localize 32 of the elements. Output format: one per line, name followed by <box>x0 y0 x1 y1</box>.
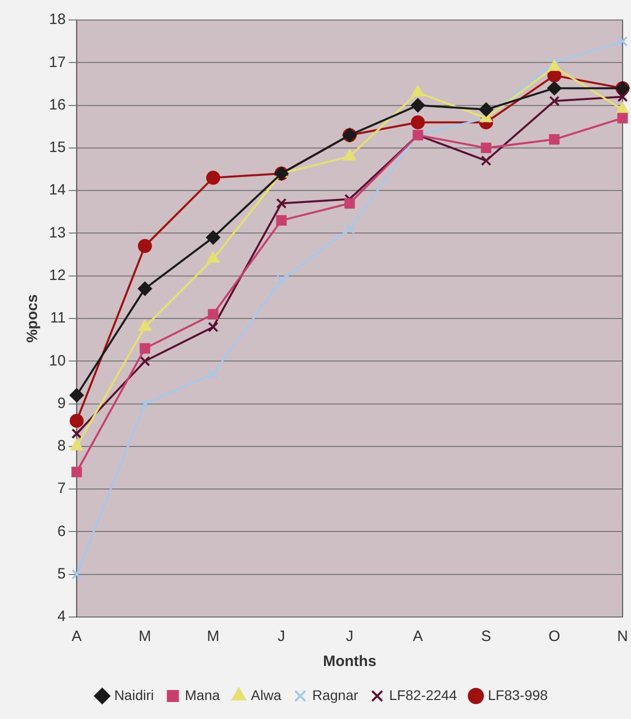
legend-label: Mana <box>184 686 220 703</box>
legend-label: Naidiri <box>114 686 154 703</box>
x-tick-label: M <box>206 628 220 646</box>
legend-label: Ragnar <box>312 686 358 703</box>
x-tick-label: M <box>138 628 152 646</box>
y-tick-label: 5 <box>57 566 66 582</box>
y-tick-label: 14 <box>48 182 66 199</box>
x-tick-label: A <box>72 628 82 646</box>
y-tick-label: 18 <box>48 11 66 28</box>
x-tick-label: N <box>617 628 628 646</box>
y-tick-label: 13 <box>48 224 66 242</box>
legend-label: LF82-2244 <box>389 686 458 703</box>
y-tick-label: 15 <box>48 139 66 156</box>
legend-label: Alwa <box>250 686 282 703</box>
y-tick-label: 17 <box>48 54 66 71</box>
x-axis-title: Months <box>322 653 376 670</box>
y-tick-label: 4 <box>57 608 66 626</box>
legend-label: LF83-998 <box>488 686 548 703</box>
y-tick-label: 7 <box>57 480 66 498</box>
y-axis-title: %pocs <box>24 294 42 343</box>
y-tick-label: 9 <box>57 394 66 412</box>
x-tick-label: J <box>278 628 286 646</box>
x-tick-label: S <box>481 628 492 646</box>
y-tick-label: 6 <box>57 522 66 540</box>
y-tick-label: 10 <box>48 352 66 370</box>
y-tick-label: 11 <box>50 310 66 327</box>
y-tick-label: 8 <box>57 438 66 455</box>
x-tick-label: A <box>412 628 423 646</box>
x-tick-label: O <box>548 628 560 646</box>
y-tick-label: 16 <box>48 96 66 114</box>
x-tick-label: J <box>346 628 354 646</box>
y-tick-label: 12 <box>48 267 66 284</box>
